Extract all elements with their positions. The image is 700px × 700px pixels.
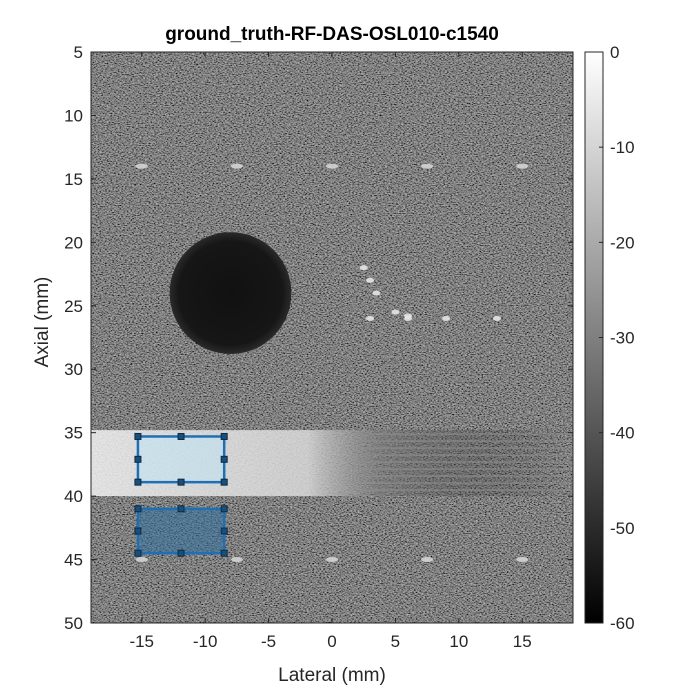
x-tick-label: 10 xyxy=(449,632,468,651)
x-axis-label: Lateral (mm) xyxy=(278,665,386,686)
scatter-point xyxy=(366,277,375,283)
colorbar-tick-label: 0 xyxy=(610,43,619,62)
anechoic-cyst xyxy=(169,232,292,354)
roi-handle xyxy=(134,527,142,535)
roi-handle xyxy=(177,505,185,513)
colorbar-tick-label: -30 xyxy=(610,329,635,348)
ultrasound-image xyxy=(91,52,573,623)
roi-handle xyxy=(220,527,228,535)
point-target xyxy=(135,163,148,169)
scatter-point xyxy=(366,315,375,321)
x-tick-label: -10 xyxy=(193,632,218,651)
roi-handle xyxy=(134,549,142,557)
point-target xyxy=(135,557,148,563)
colorbar-tick-label: -20 xyxy=(610,233,635,252)
y-tick-label: 15 xyxy=(64,170,83,189)
scatter-point xyxy=(404,315,413,321)
colorbar-tick-label: -40 xyxy=(610,424,635,443)
roi-handle xyxy=(177,432,185,440)
chart-title: ground_truth-RF-DAS-OSL010-c1540 xyxy=(165,24,499,45)
colorbar-tick-label: -60 xyxy=(610,614,635,633)
scatter-point xyxy=(442,315,451,321)
roi-group xyxy=(134,432,228,557)
roi-handle xyxy=(134,505,142,513)
roi-outside xyxy=(136,507,226,555)
y-tick-label: 40 xyxy=(64,487,83,506)
roi-inside xyxy=(136,435,226,484)
roi-handle xyxy=(220,478,228,486)
point-target xyxy=(516,557,529,563)
roi-handle xyxy=(220,549,228,557)
point-target xyxy=(421,557,434,563)
point-target xyxy=(230,557,243,563)
roi-handle xyxy=(177,549,185,557)
y-tick-label: 10 xyxy=(64,106,83,125)
point-target xyxy=(230,163,243,169)
y-tick-label: 20 xyxy=(64,233,83,252)
x-axis: -15 -10 -5 0 5 10 15 xyxy=(129,52,532,651)
scatter-point xyxy=(391,309,400,315)
roi-handle xyxy=(220,505,228,513)
x-tick-label: 5 xyxy=(391,632,400,651)
roi-handle xyxy=(134,455,142,463)
band-stripes xyxy=(357,433,573,492)
y-axis: 5 10 15 20 25 30 35 40 45 50 xyxy=(64,43,573,633)
roi-handle xyxy=(220,432,228,440)
y-axis-label: Axial (mm) xyxy=(32,277,53,368)
y-tick-label: 50 xyxy=(64,614,83,633)
y-tick-label: 35 xyxy=(64,424,83,443)
roi-handle xyxy=(177,478,185,486)
x-tick-label: 0 xyxy=(327,632,336,651)
y-tick-label: 45 xyxy=(64,551,83,570)
point-target xyxy=(326,163,338,169)
colorbar-tick-label: -50 xyxy=(610,519,635,538)
roi-handle xyxy=(134,432,142,440)
y-tick-label: 25 xyxy=(64,297,83,316)
roi-handle xyxy=(134,478,142,486)
point-target xyxy=(326,557,338,563)
point-targets xyxy=(135,163,529,563)
colorbar-ticks: 0 -10 -20 -30 -40 -50 -60 xyxy=(599,43,635,633)
scatter-point xyxy=(359,265,368,271)
scatter-point xyxy=(372,290,381,296)
x-tick-label: -5 xyxy=(261,632,276,651)
x-tick-label: 15 xyxy=(513,632,532,651)
point-target xyxy=(421,163,434,169)
point-target xyxy=(516,163,529,169)
y-tick-label: 30 xyxy=(64,360,83,379)
scatter-point xyxy=(492,315,501,321)
colorbar-tick-label: -10 xyxy=(610,138,635,157)
x-tick-label: -15 xyxy=(129,632,154,651)
y-tick-label: 5 xyxy=(74,43,83,62)
roi-handle xyxy=(220,455,228,463)
